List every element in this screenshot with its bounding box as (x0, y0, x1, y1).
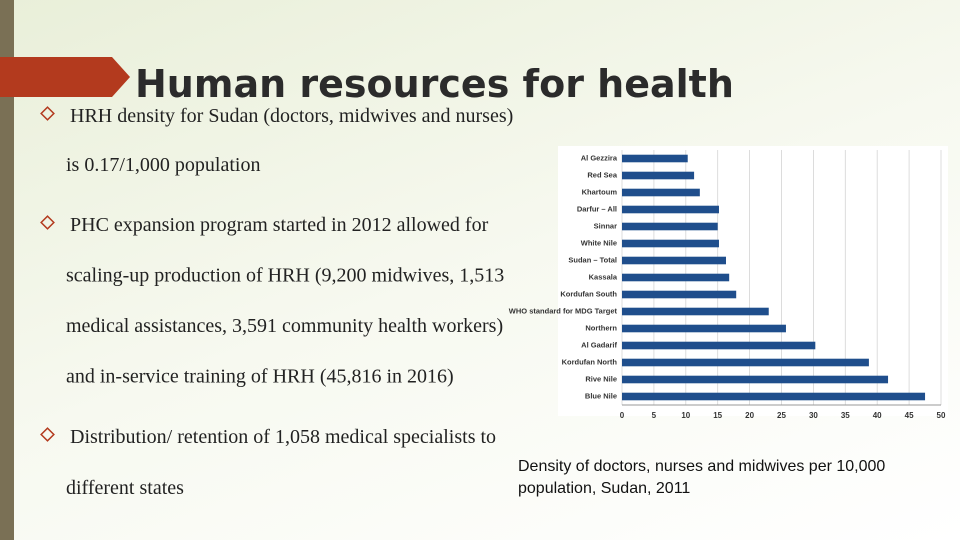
x-tick-label: 25 (777, 411, 786, 420)
category-label: Kassala (589, 272, 618, 281)
category-label: Al Gezzira (581, 153, 618, 162)
category-label: Blue Nile (585, 391, 617, 400)
bullet-text: medical assistances, 3,591 community hea… (66, 315, 503, 337)
x-tick-label: 20 (745, 411, 754, 420)
bar (622, 188, 700, 197)
bar (622, 273, 730, 282)
bar (622, 222, 718, 231)
category-label: Sinnar (594, 221, 617, 230)
bar (622, 375, 889, 384)
bar (622, 290, 737, 299)
bullet-text: scaling-up production of HRH (9,200 midw… (66, 265, 504, 287)
bar (622, 324, 786, 333)
bar (622, 307, 769, 316)
bullet-text: Distribution/ retention of 1,058 medical… (70, 426, 496, 448)
bar (622, 256, 726, 265)
bar (622, 392, 926, 401)
x-tick-label: 15 (713, 411, 722, 420)
bullet-text: and in-service training of HRH (45,816 i… (66, 366, 454, 388)
bar (622, 341, 816, 350)
category-label: Al Gadarif (581, 340, 617, 349)
bar (622, 358, 869, 367)
bar (622, 171, 695, 180)
category-label: Sudan – Total (568, 255, 617, 264)
x-tick-label: 10 (681, 411, 690, 420)
slide-title: Human resources for health (135, 62, 734, 106)
bullet-icon (40, 106, 55, 121)
bullet-text: PHC expansion program started in 2012 al… (70, 214, 489, 236)
side-bar (0, 0, 14, 540)
category-label: Kordufan South (560, 289, 617, 298)
bar (622, 205, 719, 214)
x-tick-label: 30 (809, 411, 818, 420)
category-label: Kordufan North (562, 357, 618, 366)
bullet-icon (40, 215, 55, 230)
bullet-text: different states (66, 477, 184, 499)
bullet-text: is 0.17/1,000 population (66, 154, 260, 176)
title-arrow (0, 57, 130, 97)
bar (622, 154, 688, 163)
x-tick-label: 50 (937, 411, 946, 420)
chart-caption: Density of doctors, nurses and midwives … (518, 458, 886, 497)
category-label: WHO standard for MDG Target (509, 306, 618, 315)
bullet-text: HRH density for Sudan (doctors, midwives… (70, 105, 513, 127)
category-label: Red Sea (587, 170, 617, 179)
x-tick-label: 5 (652, 411, 657, 420)
category-label: Rive Nile (585, 374, 617, 383)
x-tick-label: 45 (905, 411, 914, 420)
category-label: Khartoum (582, 187, 618, 196)
x-tick-label: 35 (841, 411, 850, 420)
category-label: Northern (585, 323, 617, 332)
bar (622, 239, 719, 248)
category-label: White Nile (581, 238, 617, 247)
bullet-icon (40, 427, 55, 442)
x-tick-label: 0 (620, 411, 625, 420)
x-tick-label: 40 (873, 411, 882, 420)
category-label: Darfur – All (577, 204, 617, 213)
